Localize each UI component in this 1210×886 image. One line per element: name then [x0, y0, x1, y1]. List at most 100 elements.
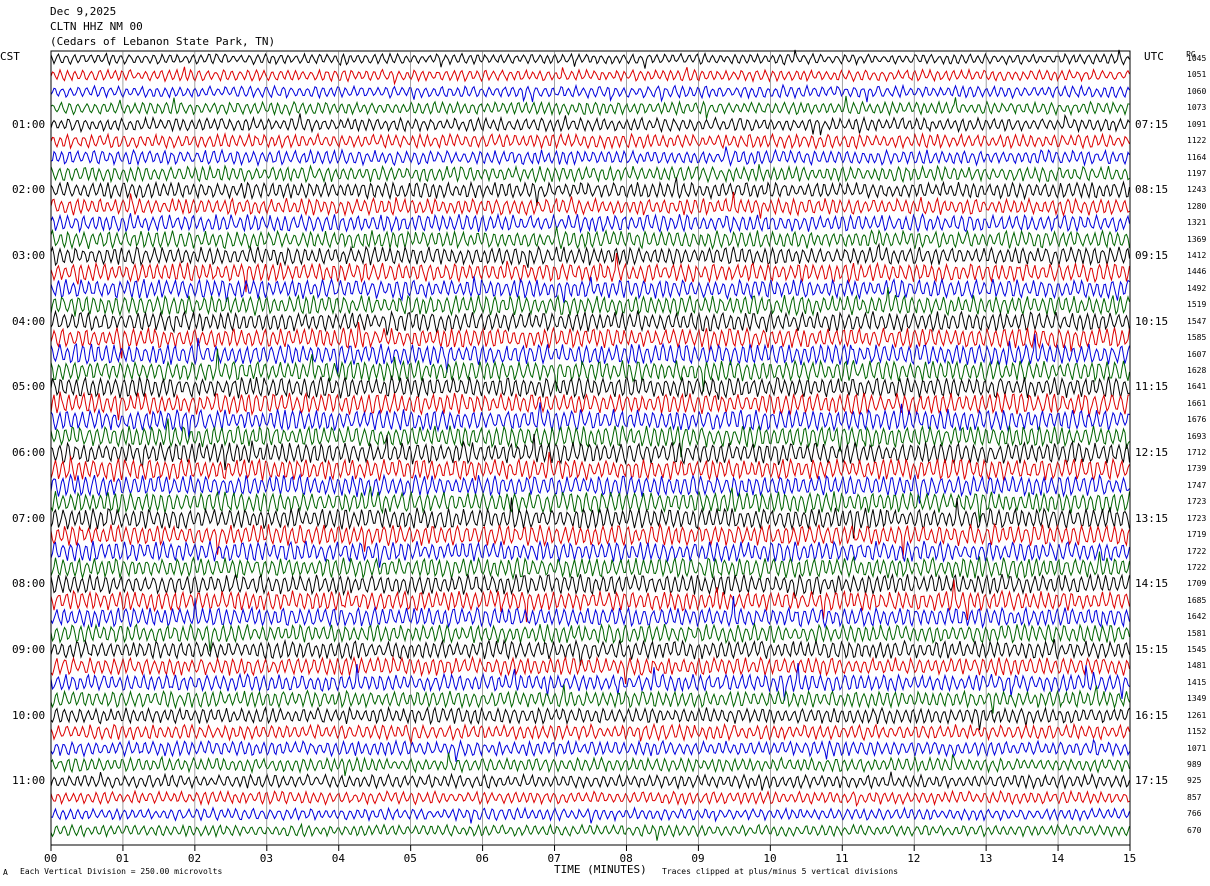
- row-value-label: 1607: [1187, 349, 1207, 359]
- right-header-label: PG: [1186, 50, 1196, 59]
- row-value-label: 1071: [1187, 743, 1207, 753]
- x-tick-label-05: 05: [403, 852, 417, 865]
- trace-row-21: [50, 374, 1130, 400]
- trace-row-18: [50, 321, 1130, 359]
- trace-row-24: [50, 418, 1130, 458]
- trace-row-46: [50, 789, 1130, 808]
- trace-row-43: [50, 738, 1130, 762]
- x-tick-label-02: 02: [187, 852, 202, 865]
- row-value-label: 1723: [1187, 497, 1207, 507]
- right-time-label: 11:15: [1135, 380, 1169, 394]
- trace-row-25: [50, 433, 1130, 471]
- trace-row-15: [50, 276, 1130, 304]
- left-time-label: 05:00: [12, 380, 46, 394]
- row-value-label: 1073: [1187, 103, 1207, 113]
- left-time-label: 03:00: [12, 249, 46, 262]
- trace-row-37: [50, 638, 1130, 666]
- row-value-label: 1747: [1187, 480, 1207, 490]
- trace-row-13: [50, 242, 1130, 268]
- x-tick-label-13: 13: [979, 852, 993, 865]
- row-value-label: 1661: [1187, 398, 1207, 408]
- right-time-label: 16:15: [1135, 708, 1169, 722]
- trace-row-3: [50, 83, 1130, 103]
- trace-row-17: [50, 309, 1130, 336]
- trace-row-36: [50, 622, 1130, 652]
- trace-row-2: [50, 66, 1130, 86]
- x-tick-label-08: 08: [619, 852, 633, 865]
- row-value-label: 1676: [1187, 415, 1207, 425]
- trace-row-9: [50, 177, 1130, 206]
- row-value-label: 1642: [1187, 612, 1207, 622]
- trace-row-7: [50, 146, 1130, 167]
- row-value-label: 1051: [1187, 70, 1207, 80]
- trace-row-40: [50, 684, 1130, 714]
- trace-row-14: [50, 252, 1130, 293]
- row-value-label: 989: [1187, 759, 1202, 769]
- row-value-label: 1122: [1187, 136, 1207, 146]
- row-value-label: 1091: [1187, 119, 1207, 129]
- row-value-label: 1712: [1187, 448, 1207, 457]
- x-tick-label-15: 15: [1123, 852, 1137, 865]
- trace-row-34: [50, 579, 1130, 623]
- left-time-label: 04:00: [12, 314, 46, 328]
- trace-row-4: [50, 95, 1130, 119]
- row-value-label: 1152: [1187, 727, 1207, 737]
- left-time-label: 07:00: [12, 511, 46, 525]
- row-value-label: 1722: [1187, 562, 1207, 572]
- row-value-label: 1412: [1187, 251, 1207, 260]
- left-time-label: 02:00: [12, 183, 46, 197]
- plot-frame: [50, 50, 1131, 846]
- left-time-label: 11:00: [12, 774, 46, 788]
- trace-row-19: [50, 333, 1130, 375]
- trace-row-32: [50, 551, 1130, 581]
- trace-row-42: [50, 722, 1130, 745]
- left-time-label: 08:00: [12, 577, 46, 591]
- trace-row-44: [50, 752, 1130, 777]
- row-value-label: 1709: [1187, 579, 1207, 589]
- row-value-label: 1722: [1187, 546, 1207, 556]
- trace-row-39: [50, 663, 1130, 701]
- left-time-label: 06:00: [12, 446, 46, 459]
- row-value-label: 1585: [1187, 333, 1207, 343]
- x-tick-label-03: 03: [259, 852, 274, 865]
- x-tick-label-04: 04: [331, 852, 345, 865]
- location-label: (Cedars of Lebanon State Park, TN): [50, 35, 276, 48]
- trace-row-26: [50, 451, 1130, 482]
- row-value-label: 1045: [1187, 54, 1207, 63]
- row-value-label: 1280: [1187, 201, 1207, 211]
- row-value-label: 1685: [1187, 595, 1207, 605]
- row-value-label: 766: [1187, 809, 1202, 819]
- left-timezone-label: CST: [0, 50, 20, 63]
- row-value-label: 1369: [1187, 234, 1207, 244]
- trace-row-28: [50, 486, 1130, 523]
- corner-mark: A: [3, 868, 8, 877]
- left-time-label: 10:00: [12, 708, 46, 722]
- row-value-label: 1693: [1187, 431, 1207, 441]
- right-time-label: 07:15: [1135, 117, 1169, 131]
- clip-note: Traces clipped at plus/minus 5 vertical …: [662, 867, 899, 876]
- row-value-label: 925: [1187, 776, 1202, 786]
- trace-row-31: [50, 539, 1130, 568]
- trace-row-38: [50, 655, 1130, 684]
- row-value-label: 1581: [1187, 628, 1207, 638]
- right-time-label: 13:15: [1135, 511, 1169, 525]
- right-time-label: 12:15: [1135, 446, 1169, 459]
- x-tick-label-01: 01: [115, 852, 130, 865]
- trace-row-48: [50, 822, 1130, 841]
- row-value-label: 1719: [1187, 530, 1207, 540]
- row-value-label: 1164: [1187, 152, 1207, 162]
- trace-row-29: [50, 497, 1130, 539]
- row-value-label: 1628: [1187, 365, 1207, 375]
- trace-row-22: [50, 391, 1130, 421]
- scale-note: Each Vertical Division = 250.00 microvol…: [20, 867, 223, 876]
- right-time-label: 14:15: [1135, 577, 1169, 591]
- trace-row-16: [50, 287, 1130, 317]
- x-tick-label-10: 10: [763, 852, 777, 865]
- row-value-label: 670: [1187, 825, 1202, 835]
- row-value-label: 1197: [1187, 168, 1207, 178]
- row-value-label: 1481: [1187, 661, 1207, 671]
- trace-row-30: [50, 522, 1130, 559]
- x-tick-label-11: 11: [835, 852, 849, 865]
- trace-row-11: [50, 212, 1130, 234]
